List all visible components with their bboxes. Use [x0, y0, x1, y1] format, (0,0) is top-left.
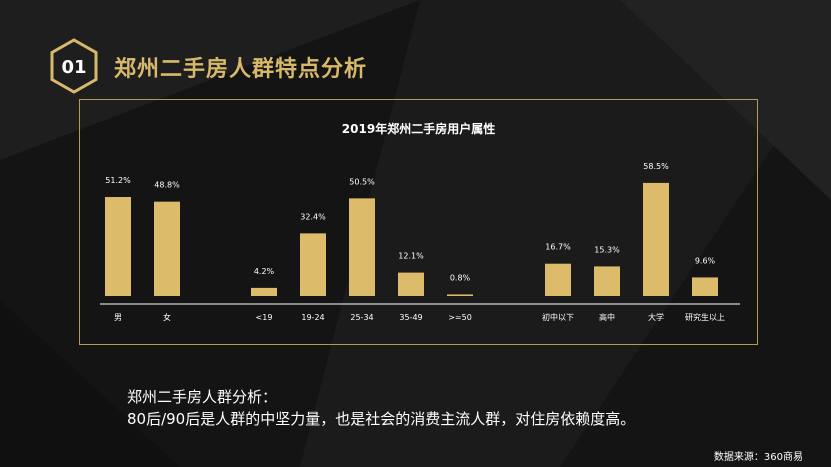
bar — [692, 277, 718, 296]
category-label: 男 — [114, 313, 122, 322]
data-label: 16.7% — [545, 243, 571, 252]
bar — [251, 287, 277, 296]
category-label: <19 — [256, 313, 273, 322]
category-label: 女 — [163, 312, 171, 322]
data-label: 51.2% — [105, 176, 131, 185]
category-label: 19-24 — [301, 313, 324, 322]
data-source: 数据来源：360商易 — [713, 452, 803, 463]
data-label: 58.5% — [643, 162, 669, 171]
bar — [643, 182, 669, 296]
category-label: >=50 — [448, 313, 472, 322]
bar-chart: 51.2% 男 48.8% 女 4.2% <19 32.4% 19-24 50.5% 25-34 1… — [100, 162, 740, 322]
chart-frame: 2019年郑州二手房用户属性 51.2% 男 48.8% 女 4.2% <19 32.4% 1… — [79, 99, 758, 345]
bar — [105, 197, 131, 296]
data-label: 48.8% — [154, 181, 180, 190]
category-label: 大学 — [648, 312, 664, 322]
data-label: 50.5% — [349, 177, 375, 186]
section-number-badge: 01 — [50, 38, 98, 94]
data-label: 12.1% — [398, 252, 424, 261]
category-label: 研究生以上 — [685, 312, 725, 322]
analysis-body: 80后/90后是人群的中坚力量，也是社会的消费主流人群，对住房依赖度高。 — [127, 410, 636, 428]
chart-title: 2019年郑州二手房用户属性 — [341, 122, 496, 136]
data-label: 32.4% — [300, 212, 326, 221]
category-label: 初中以下 — [542, 312, 574, 322]
analysis-text: 郑州二手房人群分析： 80后/90后是人群的中坚力量，也是社会的消费主流人群，对… — [127, 386, 635, 430]
data-label: 0.8% — [450, 273, 471, 282]
bar — [545, 263, 571, 296]
analysis-heading: 郑州二手房人群分析： — [127, 388, 278, 406]
section-title: 郑州二手房人群特点分析 — [114, 57, 368, 82]
category-label: 35-49 — [399, 313, 422, 322]
category-label: 高中 — [599, 312, 615, 322]
bar — [349, 198, 375, 296]
data-label: 4.2% — [254, 267, 275, 276]
bar — [300, 233, 326, 296]
bar — [154, 201, 180, 296]
category-label: 25-34 — [350, 313, 373, 322]
data-label: 15.3% — [594, 245, 620, 254]
bar — [398, 272, 424, 296]
data-label: 9.6% — [695, 256, 716, 265]
badge-number: 01 — [61, 57, 86, 78]
bar — [447, 294, 473, 296]
bar — [594, 266, 620, 296]
